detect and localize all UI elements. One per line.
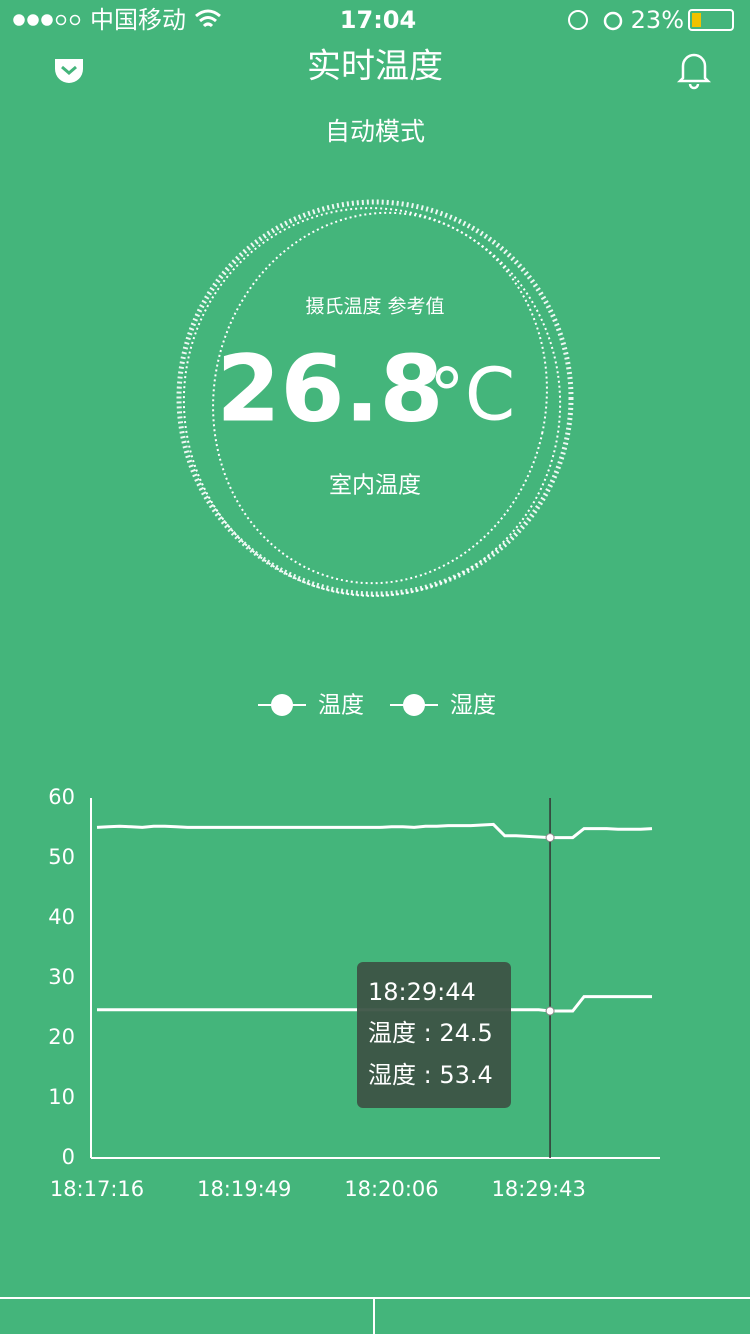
battery [688,9,734,31]
pocket-icon[interactable] [55,59,83,83]
y-tick-label: 40 [48,905,75,929]
tooltip-row: 湿度 : 53.4 [368,1061,493,1089]
x-tick-label: 18:20:06 [344,1177,438,1201]
page-title: 实时温度 [307,47,443,87]
tooltip [357,962,511,1108]
bell-icon[interactable] [676,53,712,90]
lock-icon [568,10,588,30]
x-tick-label: 18:17:16 [50,1177,144,1201]
x-tick-label: 18:29:43 [492,1177,586,1201]
gauge-rings [176,199,574,597]
gauge-label: 室内温度 [329,473,421,499]
highlight-point [545,1006,555,1016]
x-tick-label: 18:19:49 [197,1177,291,1201]
carrier: 中国移动 [90,6,186,34]
y-tick-label: 10 [48,1085,75,1109]
wifi-icon [195,9,221,28]
gauge-unit: °C [429,353,515,437]
mode-label: 自动模式 [325,117,425,146]
battery-level [692,13,701,27]
y-tick-label: 0 [62,1145,75,1169]
signal [13,14,81,26]
pocket-icon-mark [61,65,77,75]
highlight-point [545,833,555,843]
y-tick-label: 30 [48,965,75,989]
alarm-icon [603,11,623,31]
tooltip-row: 温度 : 24.5 [368,1019,493,1047]
y-tick-label: 60 [48,785,75,809]
chart: 温度 湿度 0 10 20 30 40 50 60 18:17:16 18:19:49 18:20:0… [48,693,660,1201]
gauge-value: 26.8 [217,335,444,442]
battery-text: 23% [631,6,684,34]
y-tick-label: 20 [48,1025,75,1049]
legend-label: 温度 [318,693,364,719]
legend-label: 湿度 [450,693,496,719]
series-line [96,822,653,840]
clock: 17:04 [340,6,416,34]
tooltip-title: 18:29:44 [368,978,476,1006]
legend-marker [271,694,293,716]
y-tick-label: 50 [48,845,75,869]
legend-marker [403,694,425,716]
gauge-caption: 摄氏温度 参考值 [305,296,444,318]
